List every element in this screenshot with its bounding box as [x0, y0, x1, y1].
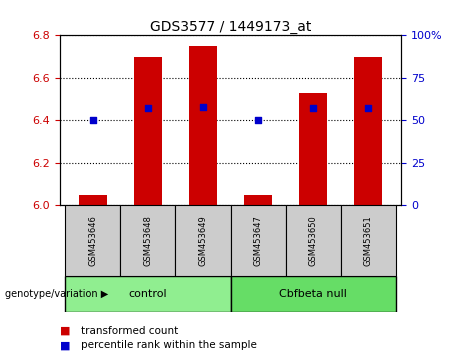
FancyBboxPatch shape — [285, 205, 341, 276]
Text: GSM453646: GSM453646 — [89, 215, 97, 266]
Text: ■: ■ — [60, 326, 71, 336]
Point — [254, 118, 262, 123]
Text: Cbfbeta null: Cbfbeta null — [279, 289, 347, 299]
Point — [144, 105, 152, 111]
FancyBboxPatch shape — [230, 276, 396, 312]
Text: GSM453651: GSM453651 — [364, 215, 372, 266]
Bar — [299, 93, 327, 205]
Text: GSM453650: GSM453650 — [308, 215, 318, 266]
FancyBboxPatch shape — [230, 205, 285, 276]
Text: transformed count: transformed count — [81, 326, 178, 336]
Bar — [134, 57, 162, 205]
Point — [89, 118, 97, 123]
FancyBboxPatch shape — [120, 205, 176, 276]
FancyBboxPatch shape — [176, 205, 230, 276]
Text: GSM453647: GSM453647 — [254, 215, 262, 266]
Point — [199, 104, 207, 110]
Text: GSM453649: GSM453649 — [199, 215, 207, 266]
Bar — [79, 195, 106, 205]
Bar — [244, 195, 272, 205]
Title: GDS3577 / 1449173_at: GDS3577 / 1449173_at — [150, 21, 311, 34]
Text: GSM453648: GSM453648 — [143, 215, 153, 266]
Point — [309, 105, 317, 111]
Bar — [189, 46, 217, 205]
Text: ■: ■ — [60, 340, 71, 350]
Text: control: control — [129, 289, 167, 299]
Bar — [355, 57, 382, 205]
FancyBboxPatch shape — [65, 205, 120, 276]
Text: genotype/variation ▶: genotype/variation ▶ — [5, 289, 108, 299]
Point — [364, 105, 372, 111]
FancyBboxPatch shape — [341, 205, 396, 276]
Text: percentile rank within the sample: percentile rank within the sample — [81, 340, 257, 350]
FancyBboxPatch shape — [65, 276, 230, 312]
